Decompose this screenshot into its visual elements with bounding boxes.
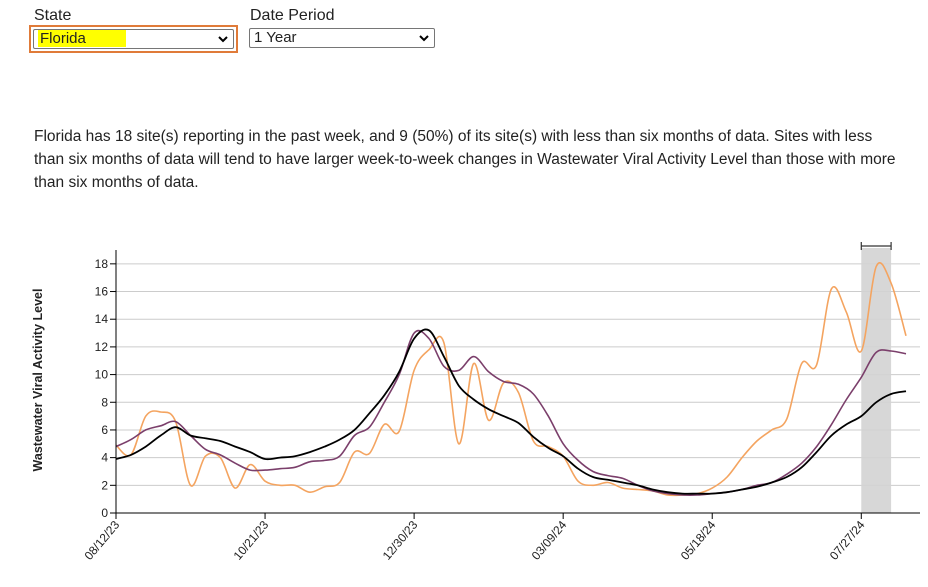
y-tick-label: 18 bbox=[95, 257, 109, 271]
date-period-select-value: 1 Year bbox=[254, 29, 297, 46]
date-period-select[interactable]: 1 Year bbox=[249, 28, 435, 48]
series-line-orange bbox=[115, 262, 907, 497]
state-label: State bbox=[34, 7, 72, 24]
series-line-purple bbox=[115, 329, 907, 496]
x-tick-label: 05/18/24 bbox=[678, 518, 719, 563]
y-tick-label: 8 bbox=[101, 395, 108, 409]
y-tick-label: 12 bbox=[95, 340, 109, 354]
series-lines bbox=[115, 262, 907, 497]
y-tick-label: 6 bbox=[101, 423, 108, 437]
y-axis-label: Wastewater Viral Activity Level bbox=[31, 289, 45, 472]
y-tick-label: 2 bbox=[101, 478, 108, 492]
chevron-down-icon bbox=[419, 35, 429, 42]
date-period-label: Date Period bbox=[250, 7, 335, 24]
description-text: Florida has 18 site(s) reporting in the … bbox=[34, 128, 896, 191]
x-tick-label: 07/27/24 bbox=[827, 518, 868, 563]
state-select[interactable]: Florida bbox=[33, 29, 234, 49]
y-tick-label: 4 bbox=[101, 451, 108, 465]
x-tick-label: 03/09/24 bbox=[529, 518, 570, 563]
y-tick-label: 16 bbox=[95, 285, 109, 299]
shaded-region bbox=[861, 248, 892, 513]
state-select-value: Florida bbox=[38, 30, 126, 47]
axes: 0 2 4 6 8 10 12 14 16 18 08/12/23 10/21/23 12/30/23 0… bbox=[82, 250, 920, 563]
x-tick-label: 10/21/23 bbox=[231, 518, 272, 563]
y-tick-label: 10 bbox=[95, 368, 109, 382]
shaded-period bbox=[860, 242, 892, 513]
series-line-black bbox=[115, 328, 907, 495]
chevron-down-icon bbox=[218, 36, 228, 43]
gridlines bbox=[116, 263, 920, 486]
state-select-focus-ring: Florida bbox=[29, 25, 238, 53]
x-tick-label: 12/30/23 bbox=[380, 518, 421, 563]
y-tick-label: 14 bbox=[95, 312, 109, 326]
x-tick-label: 08/12/23 bbox=[82, 518, 123, 563]
y-tick-label: 0 bbox=[101, 506, 108, 520]
